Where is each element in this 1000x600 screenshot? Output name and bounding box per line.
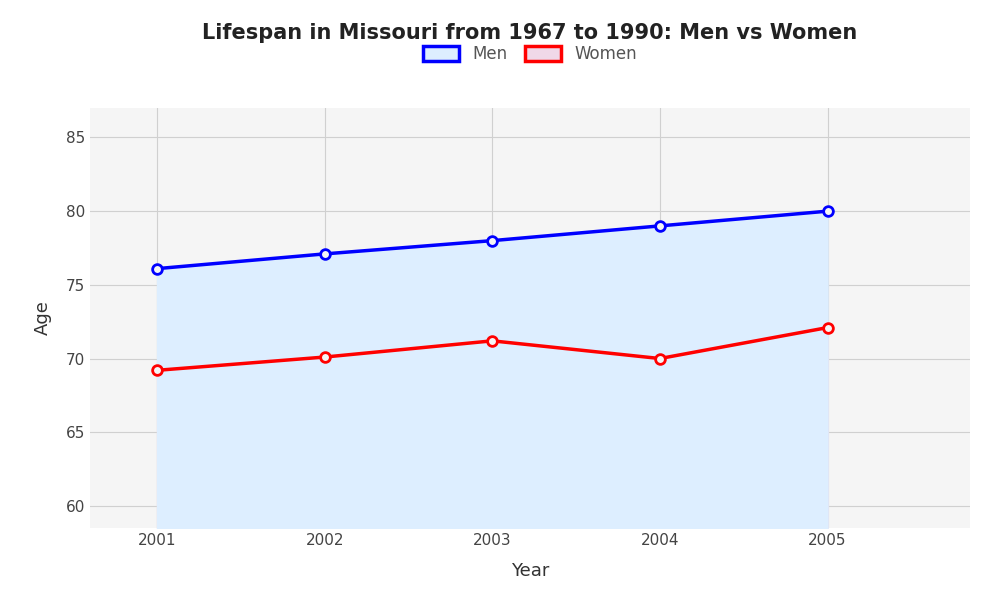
Legend: Men, Women: Men, Women <box>423 45 637 63</box>
X-axis label: Year: Year <box>511 562 549 580</box>
Title: Lifespan in Missouri from 1967 to 1990: Men vs Women: Lifespan in Missouri from 1967 to 1990: … <box>202 23 858 43</box>
Y-axis label: Age: Age <box>34 301 52 335</box>
